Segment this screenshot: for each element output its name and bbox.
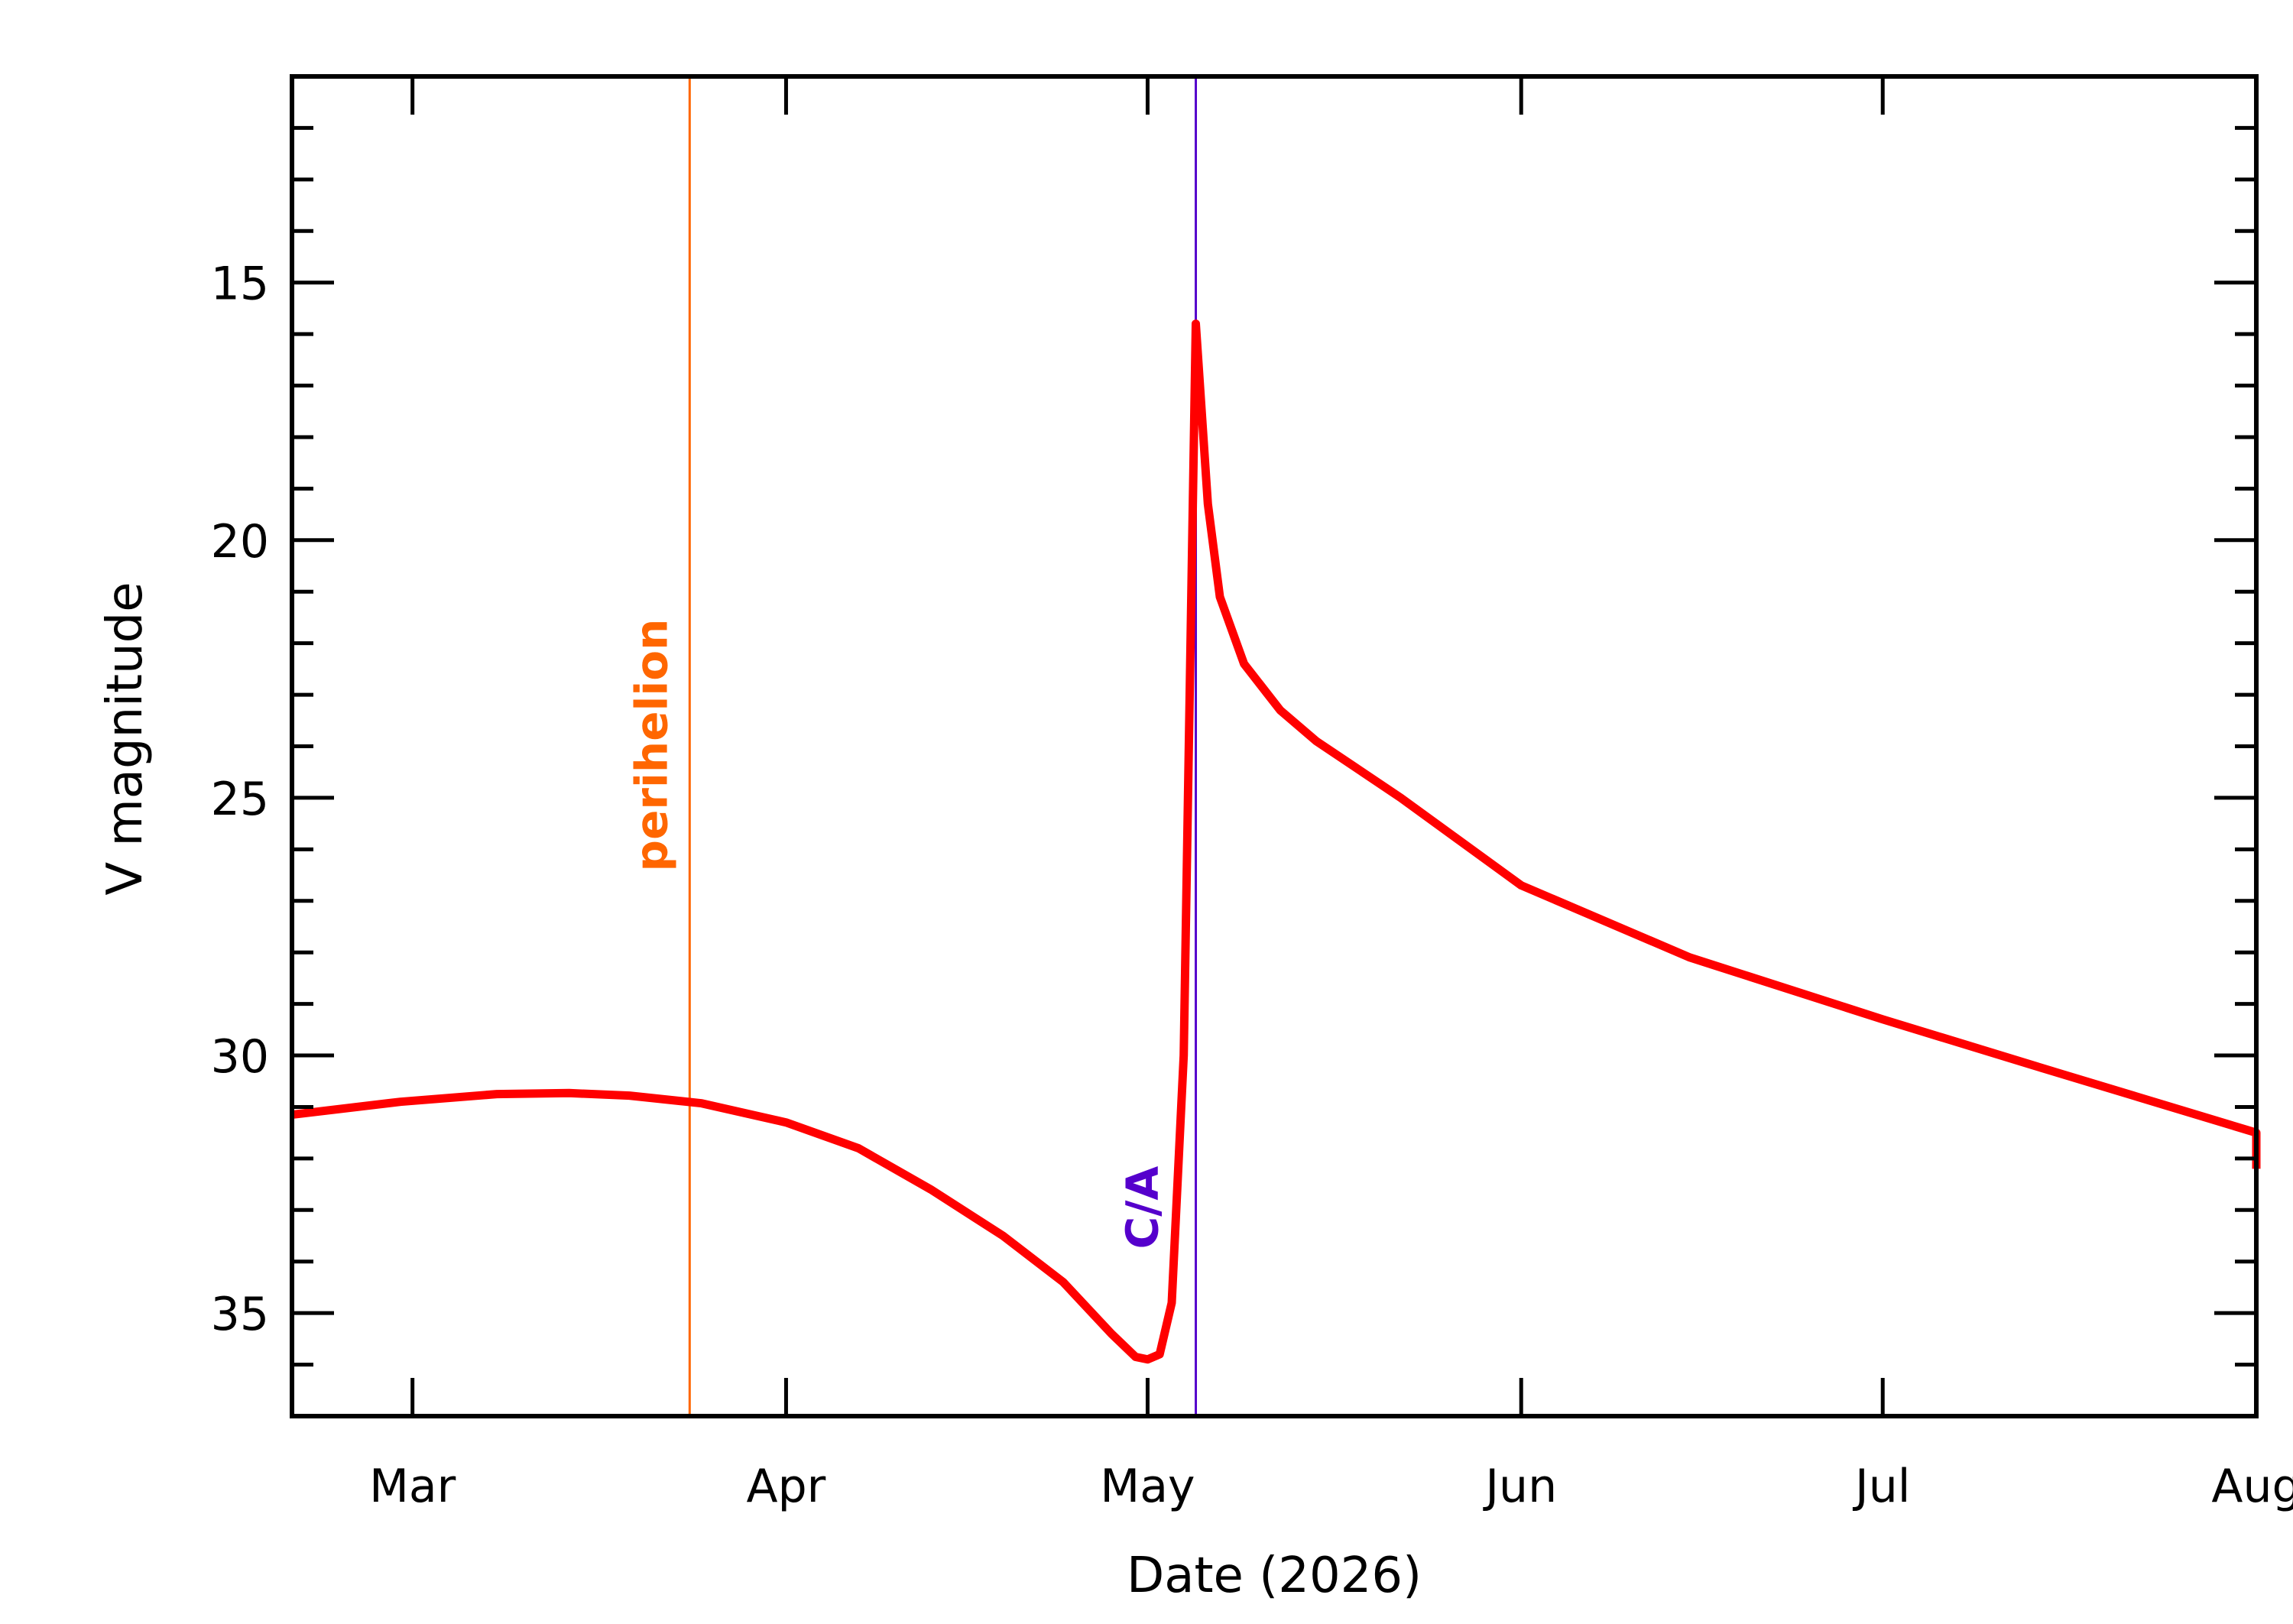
tick-labels: Mar Apr May Jun Jul Aug 15 20 25 30 35 <box>211 258 2293 1513</box>
y-tick-label-30: 30 <box>211 1030 269 1084</box>
annotation-lines <box>688 76 1198 1416</box>
x-tick-label-may: May <box>1100 1460 1195 1513</box>
annotation-label-perihelion: perihelion <box>625 619 677 872</box>
axis-ticks <box>292 74 2259 1418</box>
x-tick-label-mar: Mar <box>369 1460 456 1513</box>
x-tick-label-jun: Jun <box>1482 1460 1557 1513</box>
x-tick-label-apr: Apr <box>747 1460 826 1513</box>
series-line-0 <box>291 319 2261 1364</box>
y-axis-title: V magnitude <box>97 582 154 895</box>
x-tick-label-aug: Aug <box>2211 1460 2293 1513</box>
plot-frame <box>290 74 2259 1418</box>
y-tick-label-25: 25 <box>211 773 269 826</box>
series-layer <box>291 319 2261 1364</box>
y-tick-label-35: 35 <box>211 1288 269 1341</box>
annotation-label-ca: C/A <box>1117 1166 1169 1250</box>
x-axis-title: Date (2026) <box>1127 1548 1422 1604</box>
y-tick-label-20: 20 <box>211 515 269 569</box>
y-tick-label-15: 15 <box>211 258 269 311</box>
annotation-labels: perihelion C/A <box>625 619 1168 1250</box>
x-tick-label-jul: Jul <box>1852 1460 1910 1513</box>
